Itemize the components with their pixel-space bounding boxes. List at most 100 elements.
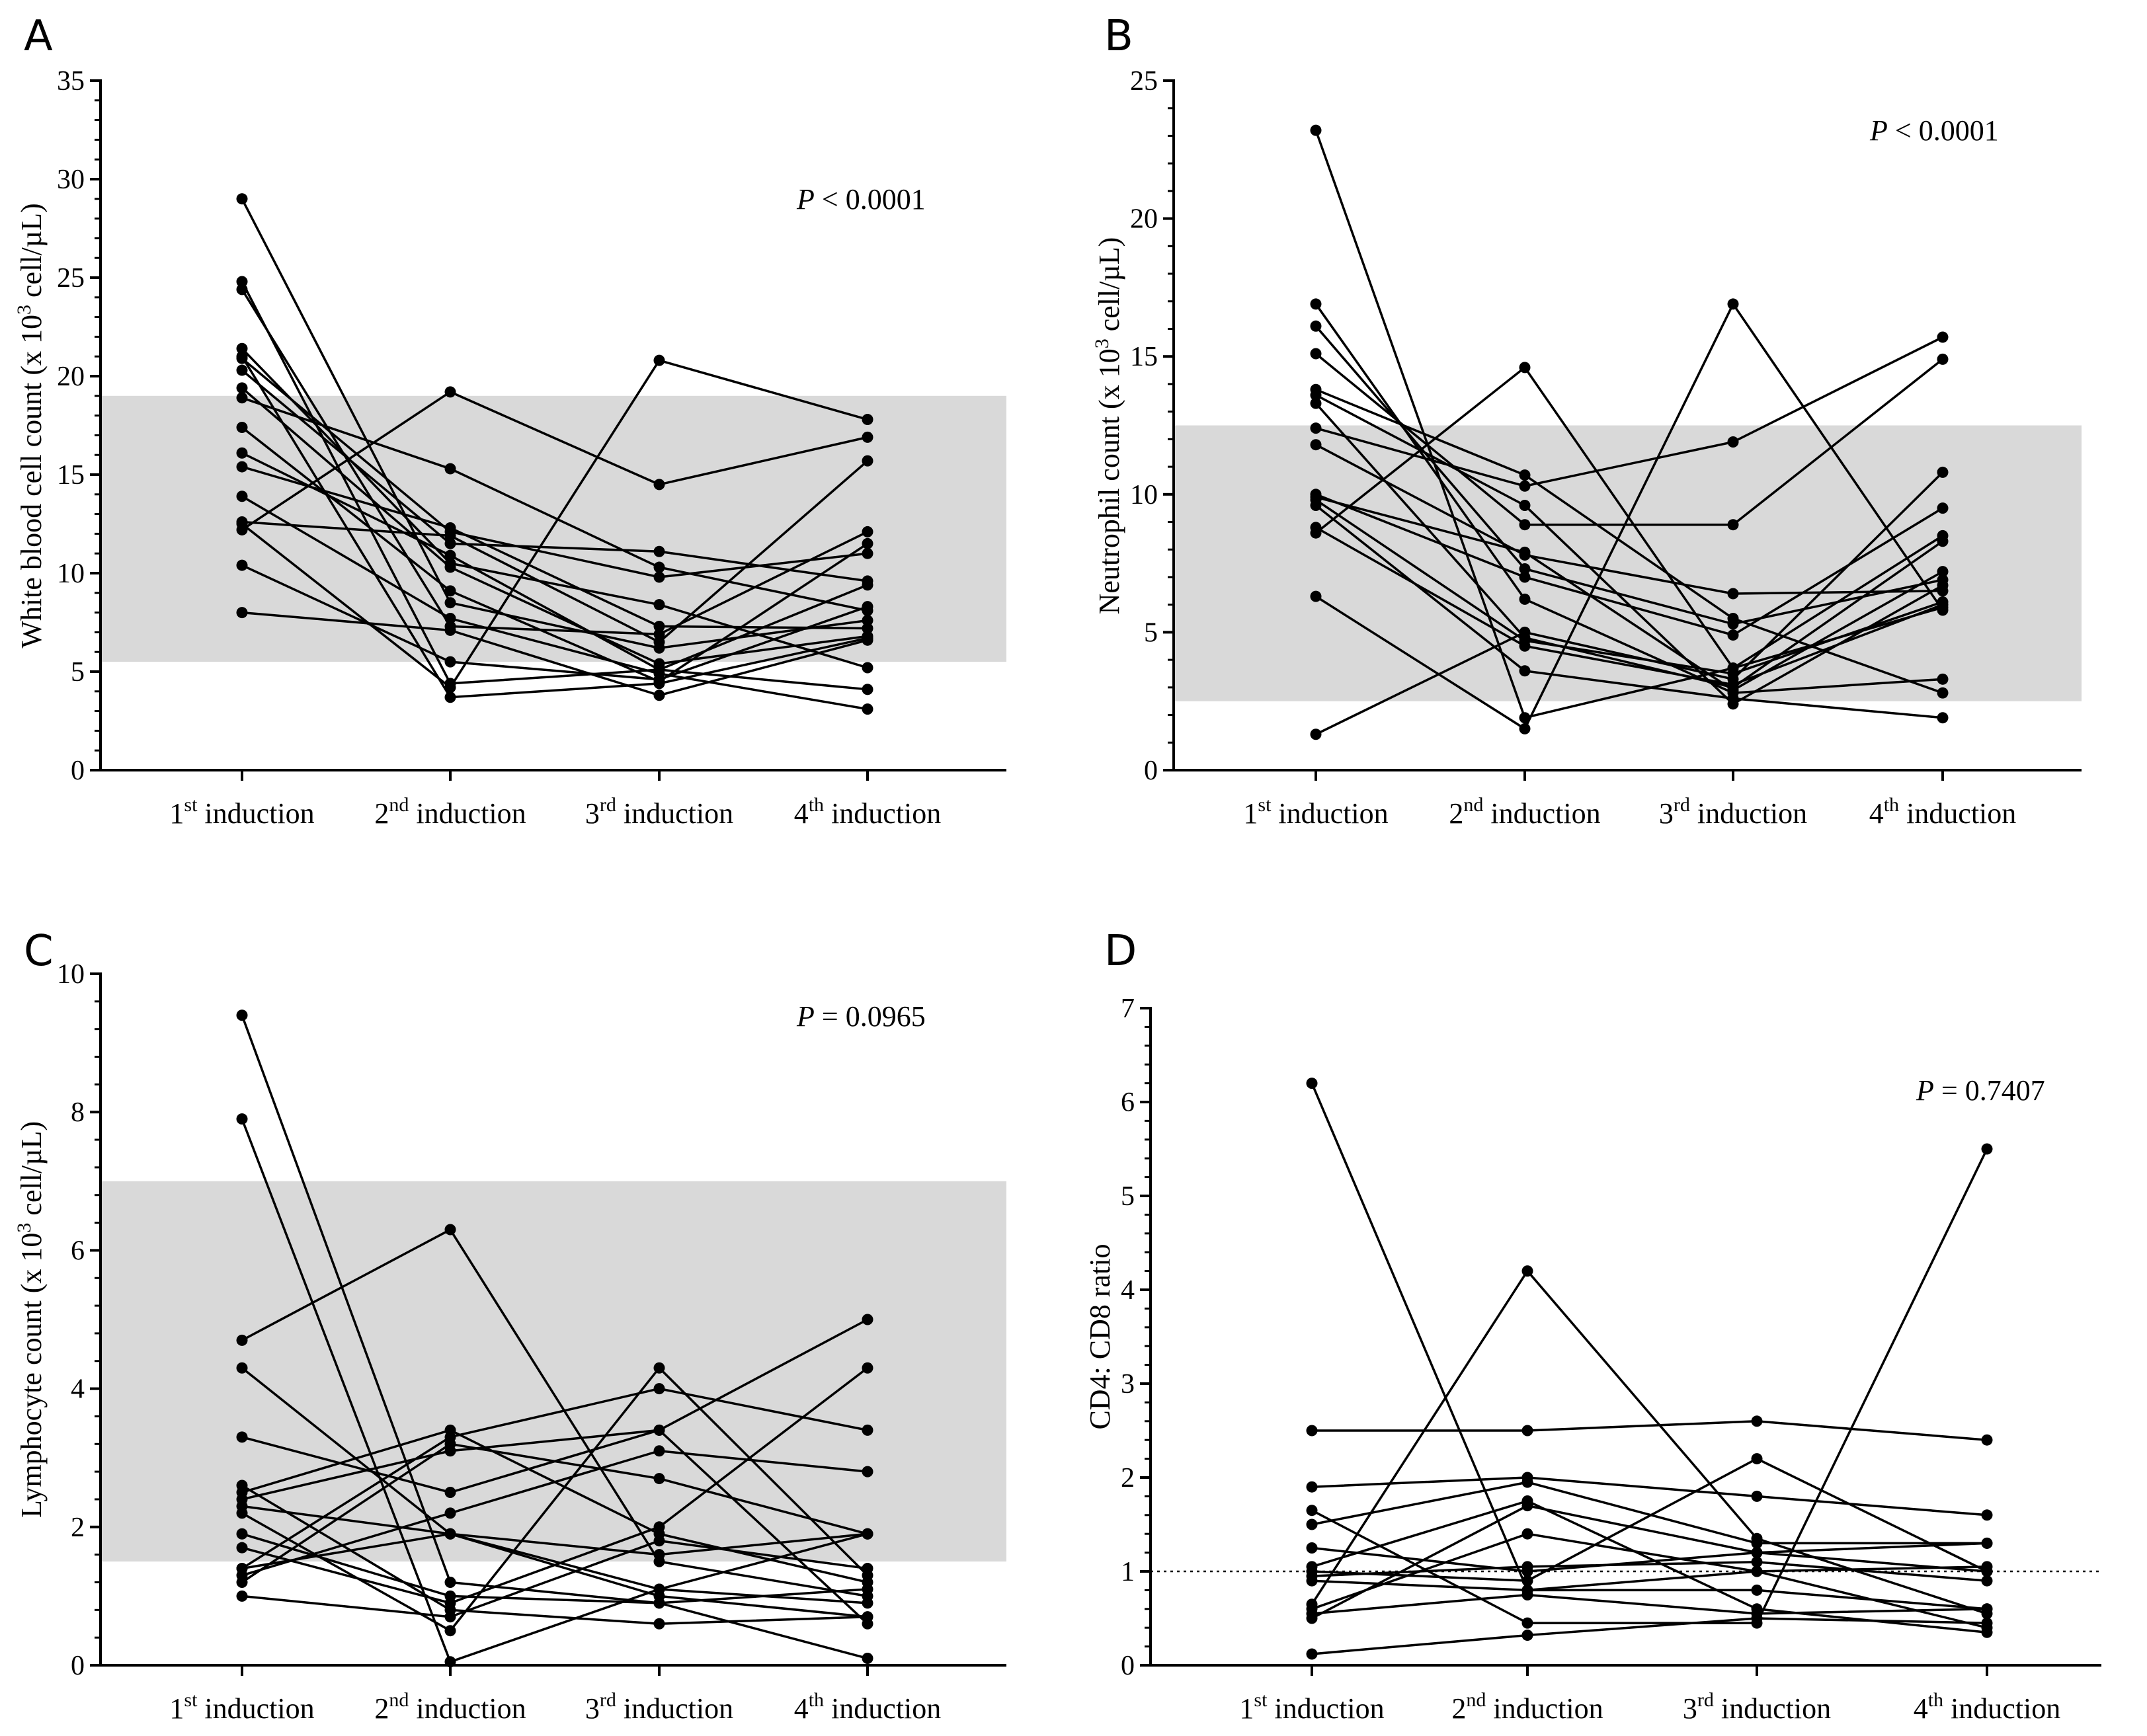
y-tick-label: 7 [1121,994,1135,1024]
data-point [1306,1612,1318,1624]
data-point [236,193,248,205]
data-point [653,1362,665,1374]
series-line [1315,444,1943,595]
data-point [1727,693,1739,705]
data-point [862,1362,873,1374]
data-point [1727,298,1739,310]
series-line [241,611,868,697]
data-point [444,1224,456,1236]
data-point [1519,723,1531,734]
data-point [444,530,456,541]
data-point [1751,1584,1763,1596]
data-point [1310,499,1322,511]
data-point [236,284,248,296]
panel-a: A 0 5 10 15 20 25 30 35 1st induction 2nd inductio… [13,12,1006,830]
x-category-label: 4th induction [1869,794,2017,830]
series-line [241,426,868,683]
data-point [862,414,873,426]
y-axis-title: Lymphocyte count (x 103 cell/µL) [13,1121,48,1518]
series-line [241,564,868,681]
data-point [1521,1575,1533,1587]
data-point [1310,422,1322,434]
data-point [1937,673,1949,685]
data-point [862,455,873,467]
data-point [862,537,873,549]
data-point [1519,499,1531,511]
data-point [236,607,248,619]
data-point [236,421,248,433]
panel-letter: D [1104,927,1137,976]
data-point [236,382,248,394]
series-line [1311,1570,1988,1629]
data-point [862,526,873,537]
data-point [1727,684,1739,696]
x-category-label: 2nd induction [374,1689,526,1725]
data-point [236,1113,248,1125]
data-point [444,522,456,533]
data-point [444,463,456,475]
data-point [1521,1476,1533,1488]
data-point [862,634,873,646]
data-point [1937,353,1949,365]
series-line [1315,336,1943,488]
data-point [444,691,456,703]
data-point [1937,712,1949,724]
data-point [444,549,456,561]
p-value-annotation: P < 0.0001 [1869,114,1999,147]
data-point [236,1590,248,1602]
data-point [653,1597,665,1609]
data-point [1727,662,1739,674]
data-point [236,491,248,502]
data-point [236,364,248,376]
y-axis-title: CD4: CD8 ratio [1084,1243,1116,1429]
data-point [1727,673,1739,685]
data-point [1981,1434,1993,1446]
x-category-label: 4th induction [794,794,942,830]
series-line [241,397,868,612]
x-category-label: 4th induction [1914,1689,2061,1725]
data-point [1727,519,1739,531]
data-point [1981,1603,1993,1615]
series-line [241,387,868,665]
data-point [1751,1453,1763,1465]
series-line [241,1366,869,1604]
data-point [1981,1617,1993,1629]
reference-range-band [1175,425,2082,701]
series-line [1315,496,1943,692]
data-point [444,1625,456,1637]
series-line [241,1484,868,1625]
y-tick-label: 5 [1121,1181,1135,1212]
data-point [236,1362,248,1374]
data-point [236,559,248,571]
y-tick-label: 5 [1144,617,1158,648]
x-category-label: 1st induction [1239,1689,1384,1725]
data-point [444,1487,456,1498]
y-tick-label: 8 [71,1097,85,1128]
data-point [862,1466,873,1478]
data-point [236,1528,248,1540]
x-category-label: 3rd induction [1683,1689,1831,1725]
series-line [1315,402,1944,689]
data-point [1727,436,1739,448]
series-line [241,495,868,711]
data-point [862,1528,873,1540]
data-point [1310,491,1322,503]
data-point [653,479,665,491]
x-category-label: 2nd induction [1451,1689,1603,1725]
y-axis-title: White blood cell count (x 103 cell/µL) [13,203,48,648]
data-point [444,1576,456,1588]
data-point [444,1507,456,1519]
series-line [241,1119,868,1663]
data-point [1751,1547,1763,1559]
data-point [1981,1575,1993,1587]
x-category-label: 2nd induction [1449,794,1600,830]
data-point [444,682,456,693]
x-category-label: 3rd induction [585,794,733,830]
series-line [1311,1269,1988,1615]
data-point [1310,397,1322,409]
data-point [444,1528,456,1540]
series-line [241,1387,868,1570]
data-point [1751,1490,1763,1502]
data-point [1521,1630,1533,1641]
series-line [1315,352,1944,526]
